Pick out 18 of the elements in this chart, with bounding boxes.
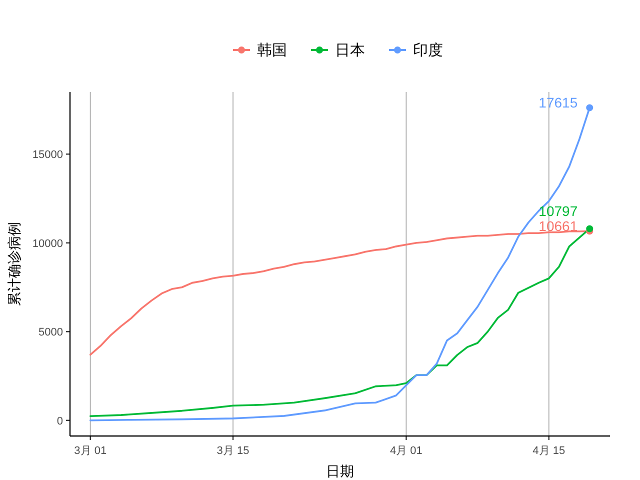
data-label: 10661 [538,218,578,234]
point [586,225,594,232]
y-tick-label: 10000 [32,238,63,250]
x-tick-label: 3月 01 [74,445,107,457]
legend-label: 日本 [335,42,365,59]
y-tick-label: 0 [56,415,63,428]
x-tick-label: 4月 15 [532,445,566,457]
y-tick-label: 15000 [32,149,63,162]
x-tick-label: 4月 01 [390,445,422,457]
x-axis-title: 日期 [326,463,354,479]
legend-label: 印度 [413,42,443,59]
y-axis-title: 累计确诊病例 [6,222,22,306]
legend-label: 韩国 [257,42,287,59]
y-tick-label: 5000 [38,326,63,339]
x-tick-label: 3月 15 [216,445,250,457]
data-label: 17615 [538,94,578,111]
data-label: 10797 [538,203,578,220]
point [586,104,594,112]
